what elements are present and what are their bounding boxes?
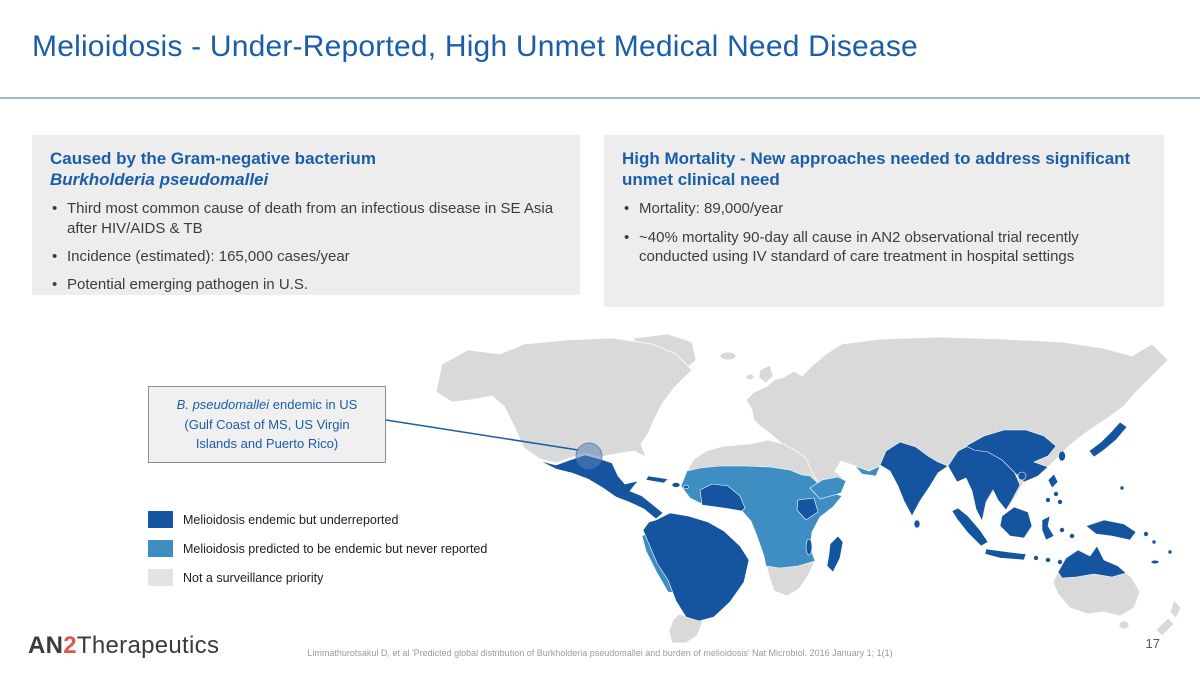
bullet-item: Third most common cause of death from an… — [50, 199, 562, 237]
us-gulf-highlight — [575, 442, 603, 470]
bullet-item: Potential emerging pathogen in U.S. — [50, 275, 562, 294]
map-legend: Melioidosis endemic but underreported Me… — [148, 511, 487, 598]
legend-row-not-priority: Not a surveillance priority — [148, 569, 487, 586]
cause-box-heading: Caused by the Gram-negative bacterium Bu… — [50, 149, 562, 190]
legend-swatch-not-priority — [148, 569, 173, 586]
us-endemic-callout: B. pseudomallei endemic in US (Gulf Coas… — [148, 386, 386, 463]
legend-swatch-predicted — [148, 540, 173, 557]
cause-heading-line1: Caused by the Gram-negative bacterium — [50, 149, 376, 168]
bullet-item: Mortality: 89,000/year — [622, 199, 1146, 218]
legend-row-endemic: Melioidosis endemic but underreported — [148, 511, 487, 528]
callout-connector-line — [385, 419, 579, 451]
mortality-bullet-list: Mortality: 89,000/year ~40% mortality 90… — [622, 199, 1146, 265]
title-divider — [0, 97, 1200, 99]
callout-line3: Islands and Puerto Rico) — [195, 436, 339, 451]
citation-text: Limmathurotsakul D, et al 'Predicted glo… — [307, 648, 893, 658]
legend-label: Melioidosis predicted to be endemic but … — [183, 541, 488, 556]
legend-row-predicted: Melioidosis predicted to be endemic but … — [148, 540, 487, 557]
legend-swatch-endemic — [148, 511, 173, 528]
world-map — [385, 333, 1182, 644]
page-title: Melioidosis - Under-Reported, High Unmet… — [32, 30, 918, 63]
company-logo: AN2Therapeutics — [28, 632, 220, 659]
cause-bullet-list: Third most common cause of death from an… — [50, 199, 562, 293]
page-number: 17 — [1145, 636, 1160, 651]
legend-label: Not a surveillance priority — [183, 570, 324, 585]
cause-heading-line2: Burkholderia pseudomallei — [50, 169, 269, 189]
callout-line2: (Gulf Coast of MS, US Virgin — [184, 416, 350, 432]
mortality-box-heading: High Mortality - New approaches needed t… — [622, 149, 1131, 189]
map-endemic-regions — [539, 421, 1173, 622]
cause-info-box: Caused by the Gram-negative bacterium Bu… — [32, 135, 580, 295]
legend-label: Melioidosis endemic but underreported — [183, 512, 399, 527]
mortality-info-box: High Mortality - New approaches needed t… — [604, 135, 1164, 307]
bullet-item: ~40% mortality 90-day all cause in AN2 o… — [622, 228, 1146, 266]
bullet-item: Incidence (estimated): 165,000 cases/yea… — [50, 247, 562, 266]
callout-line1: B. pseudomallei endemic in US — [176, 397, 358, 412]
